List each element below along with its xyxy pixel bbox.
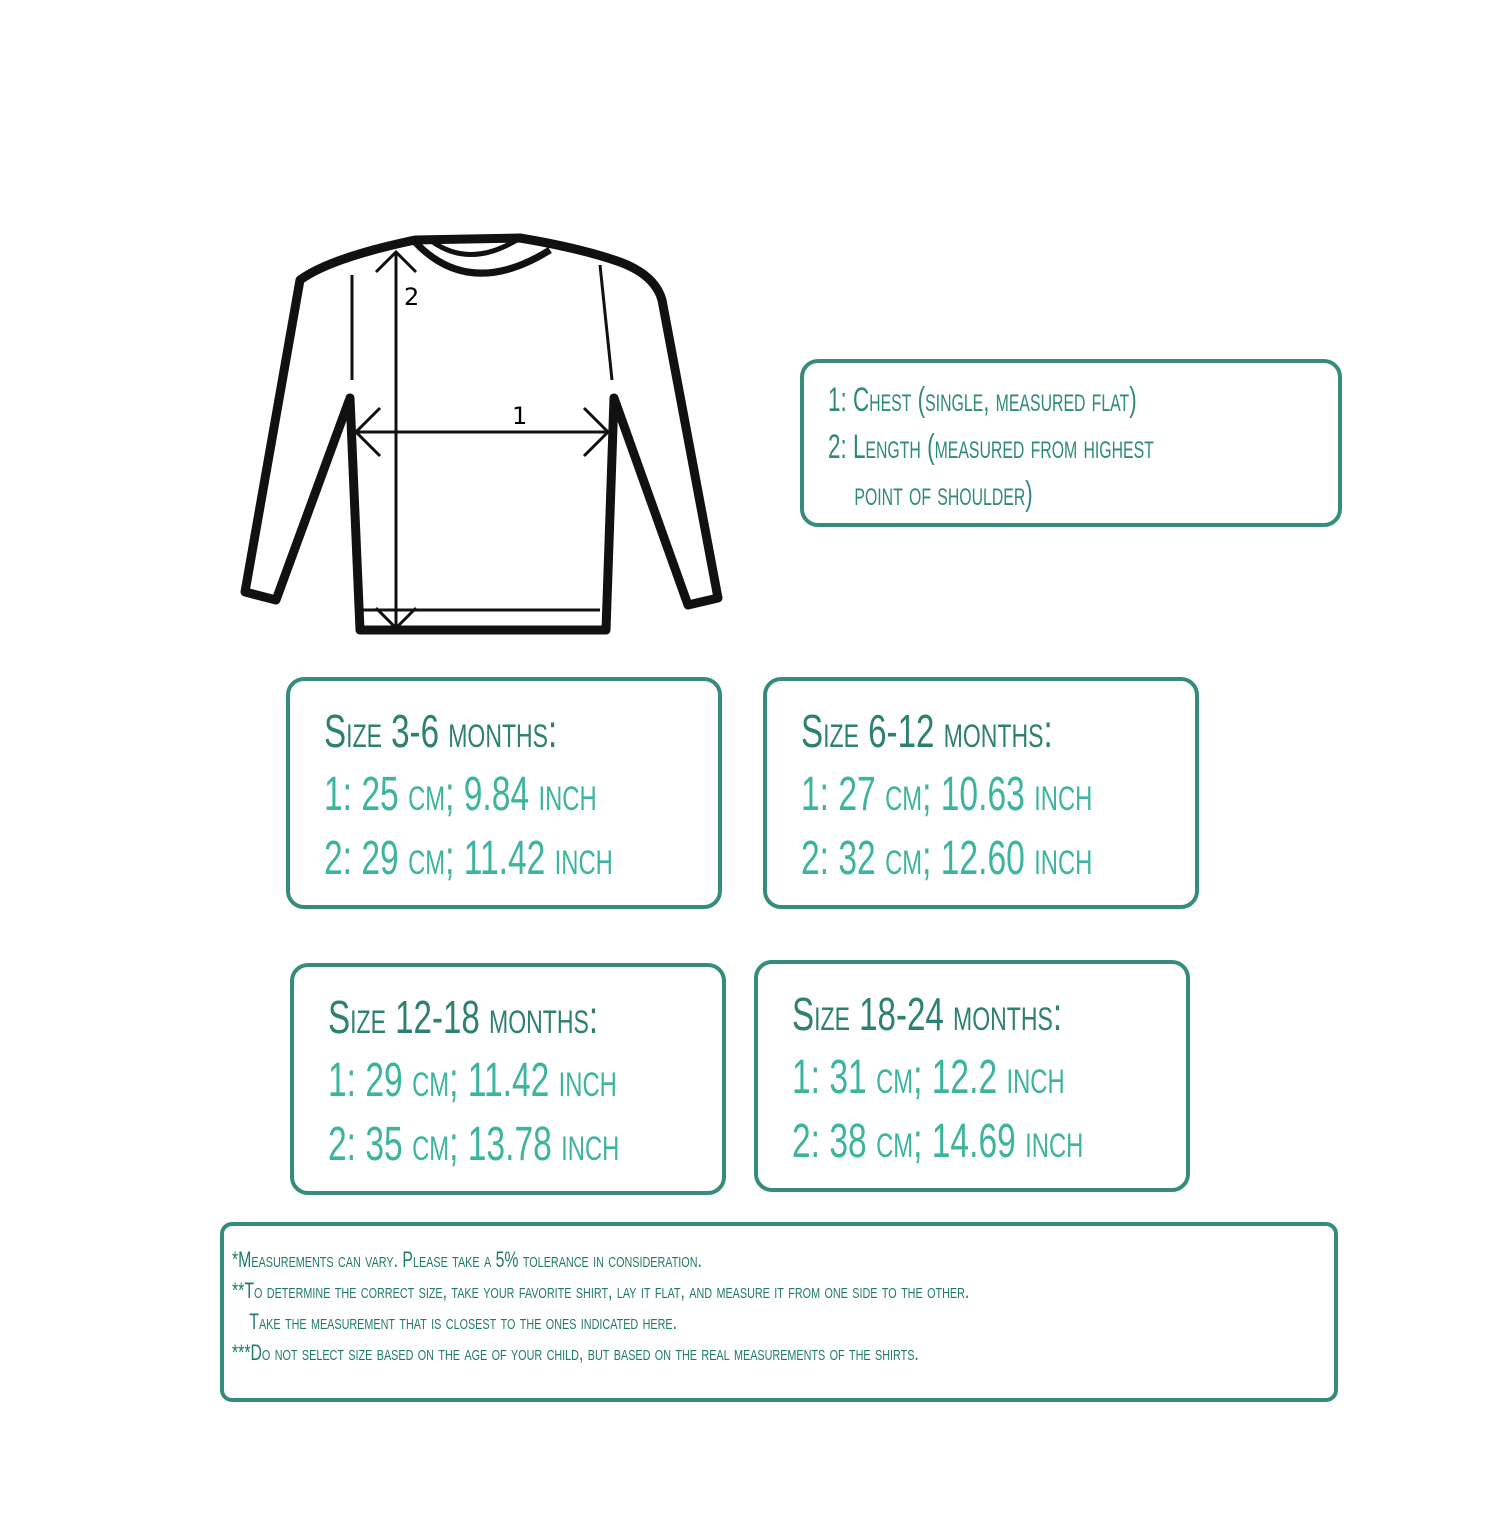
sweatshirt-diagram: 1 2 (240, 233, 723, 635)
chest-marker: 1 (512, 402, 527, 430)
length-marker: 2 (404, 283, 419, 311)
note-age: ***Do not select size based on the age o… (232, 1340, 919, 1365)
size-title: Size 18-24 months: (792, 988, 1063, 1040)
size-card-6-12: Size 6-12 months: 1: 27 cm; 10.63 inch 2… (763, 677, 1199, 909)
legend-chest: 1: Chest (single, measured flat) (828, 381, 1137, 419)
note-tolerance: *Measurements can vary. Please take a 5%… (232, 1247, 702, 1272)
size-length: 2: 32 cm; 12.60 inch (801, 832, 1093, 885)
size-title: Size 6-12 months: (801, 705, 1053, 757)
size-length: 2: 38 cm; 14.69 inch (792, 1115, 1084, 1168)
size-chest: 1: 27 cm; 10.63 inch (801, 768, 1093, 821)
size-chest: 1: 29 cm; 11.42 inch (328, 1054, 617, 1107)
legend-length: 2: Length (measured from highest (828, 428, 1154, 466)
notes-box: *Measurements can vary. Please take a 5%… (220, 1222, 1338, 1402)
length-arrow (374, 249, 418, 631)
size-chest: 1: 31 cm; 12.2 inch (792, 1051, 1065, 1104)
size-card-3-6: Size 3-6 months: 1: 25 cm; 9.84 inch 2: … (286, 677, 722, 909)
size-length: 2: 35 cm; 13.78 inch (328, 1118, 620, 1171)
note-measure: **To determine the correct size, take yo… (232, 1278, 970, 1303)
measurement-legend: 1: Chest (single, measured flat) 2: Leng… (800, 359, 1342, 527)
chest-arrow (353, 406, 611, 458)
size-title: Size 12-18 months: (328, 991, 599, 1043)
size-card-12-18: Size 12-18 months: 1: 29 cm; 11.42 inch … (290, 963, 726, 1195)
sweatshirt-outline (240, 233, 723, 635)
size-card-18-24: Size 18-24 months: 1: 31 cm; 12.2 inch 2… (754, 960, 1190, 1192)
legend-length-cont: point of shoulder) (854, 475, 1033, 513)
note-measure-cont: Take the measurement that is closest to … (249, 1309, 678, 1334)
collar (412, 239, 552, 277)
size-chest: 1: 25 cm; 9.84 inch (324, 768, 597, 821)
size-length: 2: 29 cm; 11.42 inch (324, 832, 613, 885)
size-title: Size 3-6 months: (324, 705, 558, 757)
